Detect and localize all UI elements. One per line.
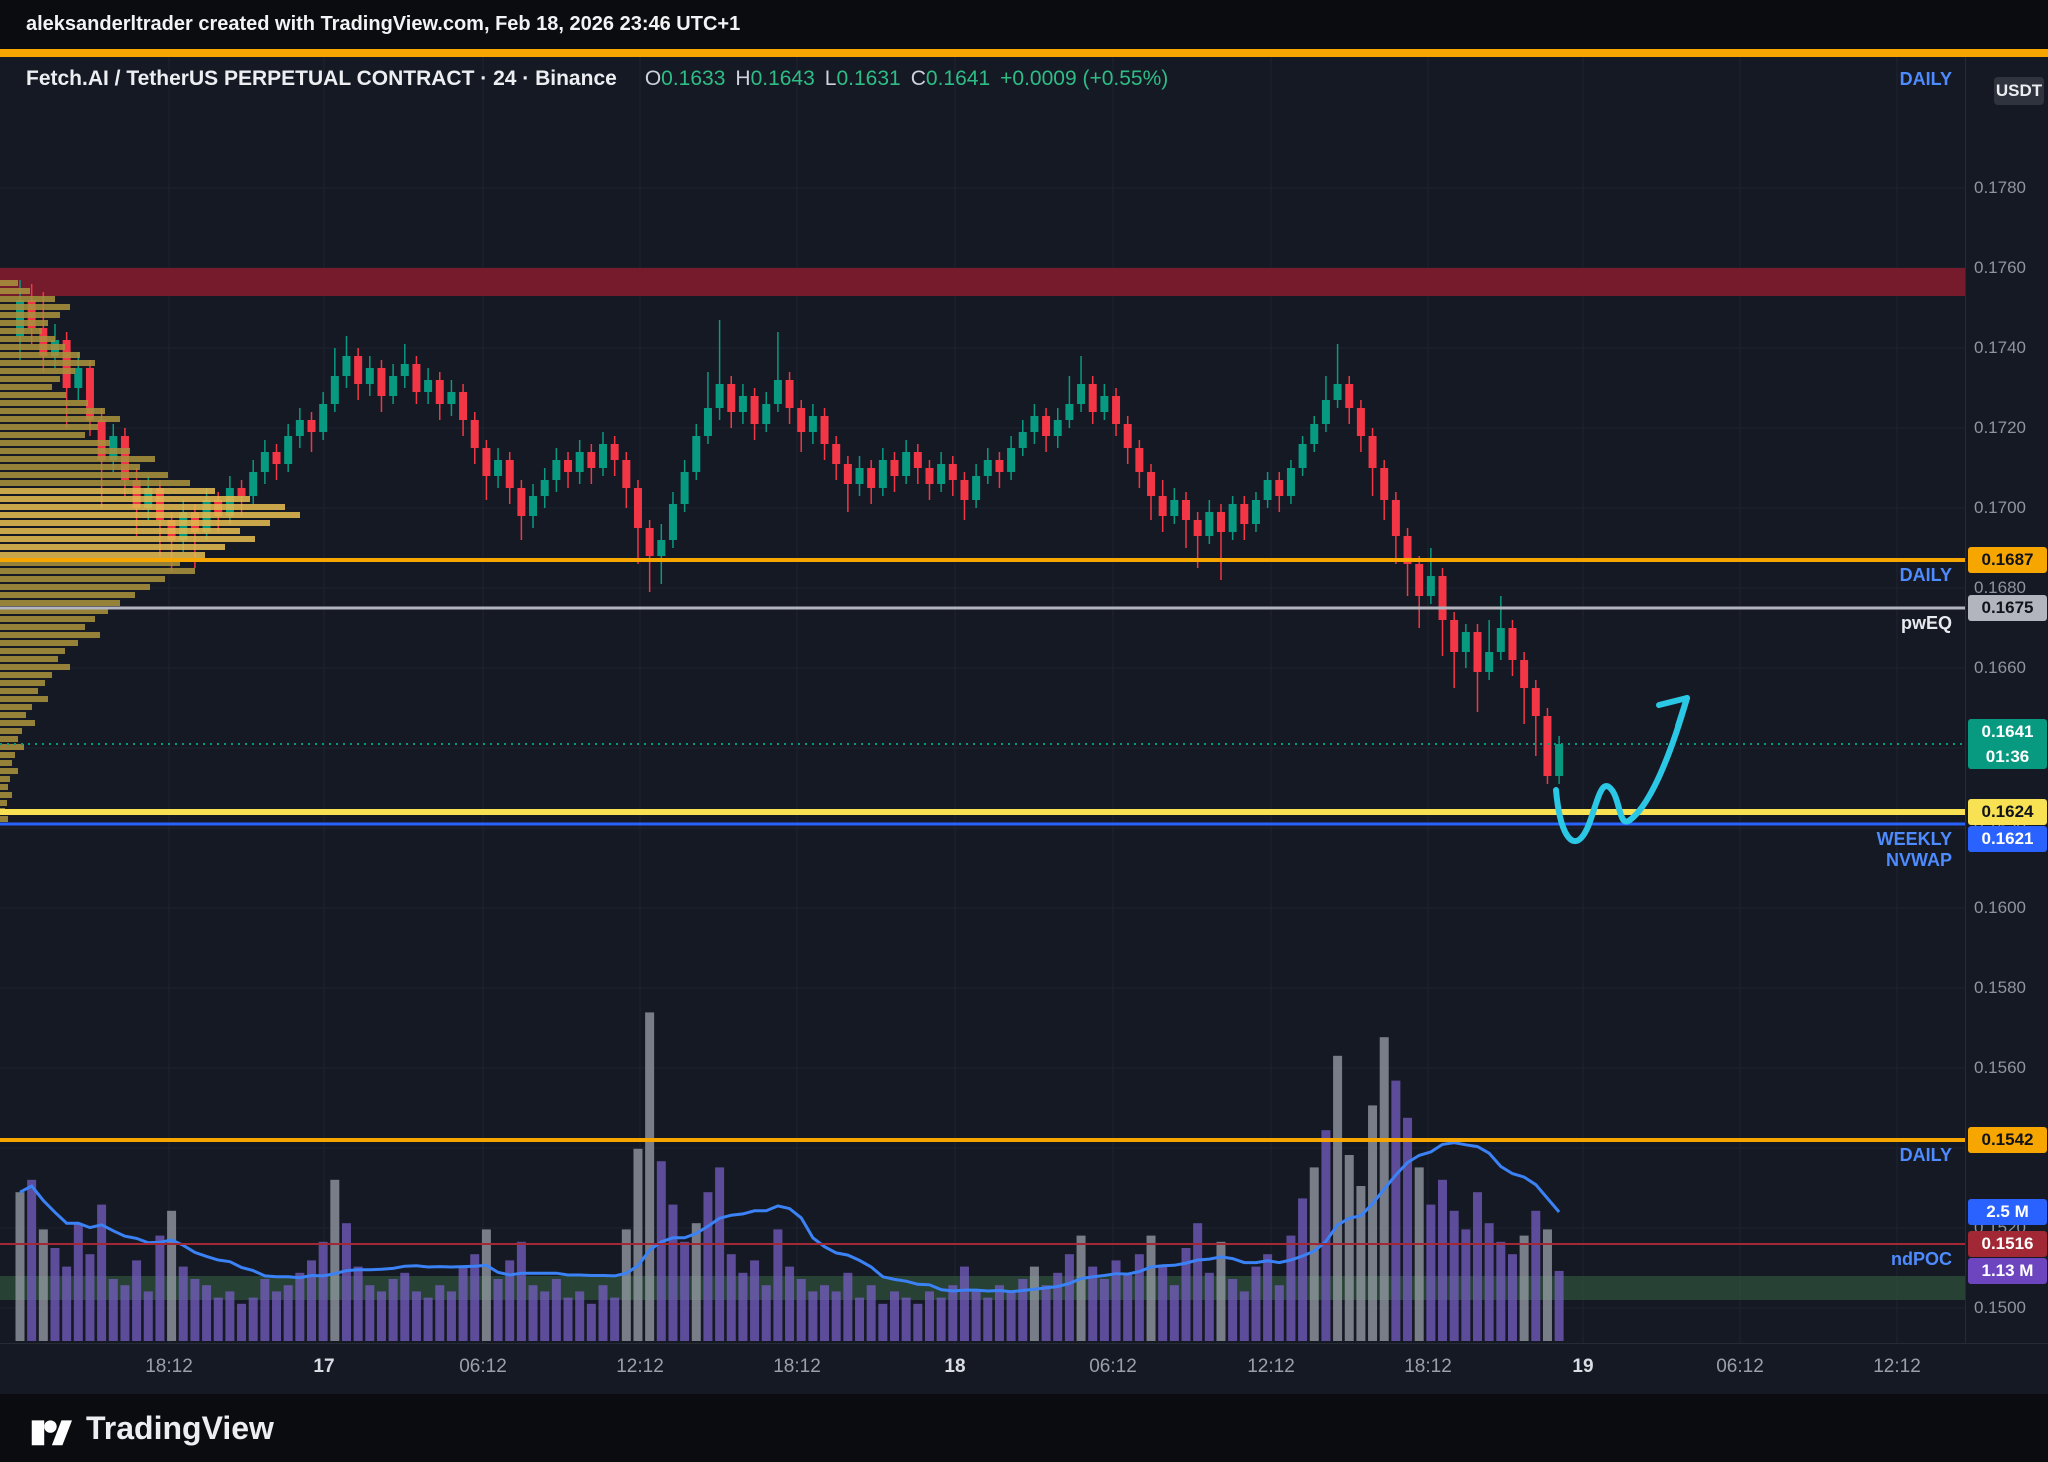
open-value: 0.1633 — [661, 67, 726, 90]
price-tick: 0.1760 — [1974, 258, 2026, 277]
price-badge-0.1675: 0.1675 — [1968, 595, 2047, 621]
price-tick: 0.1500 — [1974, 1298, 2026, 1317]
time-label: 18:12 — [1404, 1356, 1452, 1377]
close-value: 0.1641 — [925, 67, 991, 90]
daily-level-top-line[interactable] — [0, 49, 2048, 57]
volume-profile — [0, 280, 300, 822]
price-tick: 0.1780 — [1974, 178, 2026, 197]
price-badge-0.1687: 0.1687 — [1968, 547, 2047, 573]
price-tick: 0.1700 — [1974, 498, 2026, 517]
level-tag-daily-top: DAILY — [1899, 69, 1952, 89]
price-badge-0.1621: 0.1621 — [1968, 826, 2047, 852]
time-axis[interactable]: 18:12 17 06:12 12:12 18:12 18 06:12 12:12 18:12 1… — [0, 1343, 2048, 1394]
chart-canvas[interactable] — [0, 57, 1965, 1343]
price-axis[interactable]: USDT 0.1780 0.1760 0.1740 0.1720 0.1700 0.168… — [1965, 57, 2048, 1343]
price-tick: 0.1600 — [1974, 898, 2026, 917]
time-label: 12:12 — [616, 1356, 664, 1377]
open-label: O — [644, 67, 662, 90]
time-label: 12:12 — [1247, 1356, 1295, 1377]
time-label: 06:12 — [1089, 1356, 1137, 1377]
volume-badge-1.13 M: 1.13 M — [1968, 1258, 2047, 1284]
price-tick: 0.1580 — [1974, 978, 2026, 997]
time-label: 17 — [313, 1356, 335, 1377]
change-value: +0.0009 (+0.55%) — [1000, 67, 1169, 90]
level-tag-ndpoc: ndPOC — [1891, 1249, 1952, 1269]
price-tick: 0.1720 — [1974, 418, 2026, 437]
time-label: 18:12 — [145, 1356, 193, 1377]
footer-bar: TradingView — [0, 1394, 2048, 1462]
level-tag-pweq: pwEQ — [1900, 613, 1952, 633]
attribution-text: aleksanderltrader created with TradingVi… — [26, 13, 741, 35]
volume-ma-line — [19, 1141, 1561, 1294]
level-tag-weekly: WEEKLY NVWAP — [1876, 829, 1952, 870]
time-label: 06:12 — [459, 1356, 507, 1377]
time-label: 06:12 — [1716, 1356, 1764, 1377]
close-label: C — [910, 67, 926, 90]
tradingview-brand-text: TradingView — [86, 1409, 274, 1446]
low-value: 0.1631 — [836, 67, 901, 90]
price-badge-0.1624: 0.1624 — [1968, 799, 2047, 825]
time-label: 12:12 — [1873, 1356, 1921, 1377]
price-tick: 0.1680 — [1974, 578, 2026, 597]
symbol-title: Fetch.AI / TetherUS PERPETUAL CONTRACT ·… — [26, 67, 617, 90]
candlestick-series — [16, 280, 1564, 784]
price-tick: 0.1740 — [1974, 338, 2026, 357]
high-label: H — [735, 67, 751, 90]
current-price-badge: 0.1641 01:36 — [1968, 719, 2047, 769]
volume-series — [15, 1012, 1564, 1341]
time-label: 18 — [944, 1356, 966, 1377]
price-badge-0.1542: 0.1542 — [1968, 1127, 2047, 1153]
chart-area[interactable]: Fetch.AI / TetherUS PERPETUAL CONTRACT ·… — [0, 57, 1965, 1343]
time-label: 19 — [1572, 1356, 1594, 1377]
low-label: L — [824, 67, 837, 90]
volume-badge-2.5 M: 2.5 M — [1968, 1198, 2047, 1225]
tradingview-logo-icon — [31, 1420, 72, 1446]
high-value: 0.1643 — [750, 67, 815, 90]
attribution-bar: aleksanderltrader created with TradingVi… — [0, 0, 2048, 49]
price-badge-0.1516: 0.1516 — [1968, 1231, 2047, 1257]
price-tick: 0.1660 — [1974, 658, 2026, 677]
arrow-annotation[interactable] — [1553, 695, 1690, 844]
symbol-header: Fetch.AI / TetherUS PERPETUAL CONTRACT ·… — [26, 67, 1168, 91]
currency-badge: USDT — [1994, 77, 2044, 105]
level-tag-daily: DAILY — [1899, 565, 1952, 585]
level-tag-daily: DAILY — [1899, 1145, 1952, 1165]
grid-lines — [0, 57, 1965, 1343]
time-label: 18:12 — [773, 1356, 821, 1377]
price-zones[interactable] — [0, 268, 1965, 1300]
price-tick: 0.1560 — [1974, 1058, 2026, 1077]
level-lines[interactable] — [0, 558, 1965, 1245]
